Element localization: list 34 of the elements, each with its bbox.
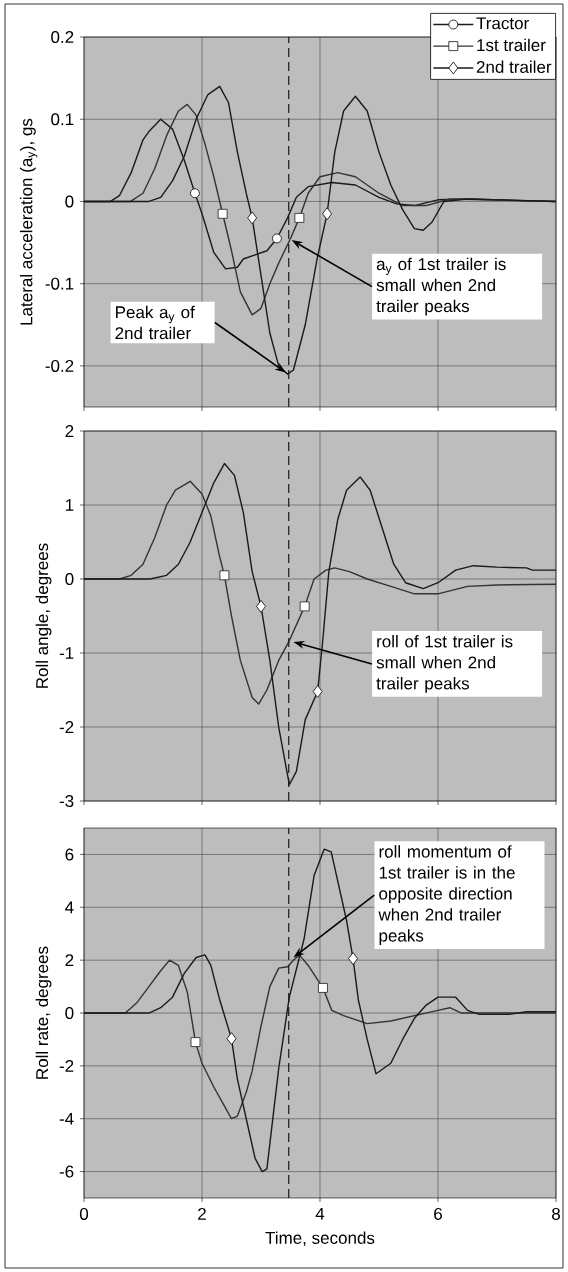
y-tick-label: 0.1 — [51, 113, 74, 126]
y-axis-title: Roll rate, degrees — [35, 946, 52, 1079]
x-tick-label: 8 — [552, 1207, 560, 1220]
y-tick-label: -4 — [59, 1112, 74, 1125]
y-tick-label: -1 — [59, 647, 74, 659]
y-tick-label: -2 — [59, 721, 74, 733]
y-tick-label: 0 — [65, 572, 74, 586]
y-tick-label: 2 — [65, 954, 74, 967]
y-tick-label: -0.1 — [45, 277, 74, 290]
y-tick-label: -6 — [59, 1165, 74, 1178]
y-tick-label: -3 — [59, 794, 74, 808]
x-tick-label: 4 — [315, 1207, 325, 1220]
x-axis-title: Time, seconds — [265, 1231, 375, 1246]
y-axis-title: Lateral acceleration (a$_{y}$), gs — [19, 118, 38, 325]
y-tick-label: 0 — [65, 1007, 74, 1020]
y-tick-label: -0.2 — [45, 359, 74, 372]
annotation: a$_{y}$ of 1st trailer is small when 2nd trailer peaks — [376, 257, 506, 316]
y-tick-label: -2 — [59, 1059, 74, 1072]
y-tick-label: 2 — [65, 425, 74, 437]
y-tick-label: 4 — [65, 901, 74, 914]
y-tick-label: 0.2 — [51, 30, 74, 44]
x-tick-label: 6 — [434, 1207, 442, 1220]
y-tick-label: 6 — [65, 848, 74, 861]
y-tick-label: 1 — [65, 499, 74, 511]
legend-label: 1st trailer — [477, 38, 546, 52]
annotation: roll momentum of 1st trailer is in the opposite direction when 2nd trailer peaks — [378, 845, 515, 946]
annotation: roll of 1st trailer is small when 2nd trailer peaks — [376, 635, 513, 693]
annotation: Peak a$_{y}$ of 2nd trailer — [115, 305, 195, 340]
y-tick-label: 0 — [65, 195, 74, 208]
legend-label: Tractor — [476, 17, 529, 30]
x-tick-label: 0 — [79, 1207, 89, 1220]
y-axis-title: Roll angle, degrees — [35, 543, 52, 688]
legend-label: 2nd trailer — [476, 60, 552, 74]
x-tick-label: 2 — [198, 1207, 206, 1220]
